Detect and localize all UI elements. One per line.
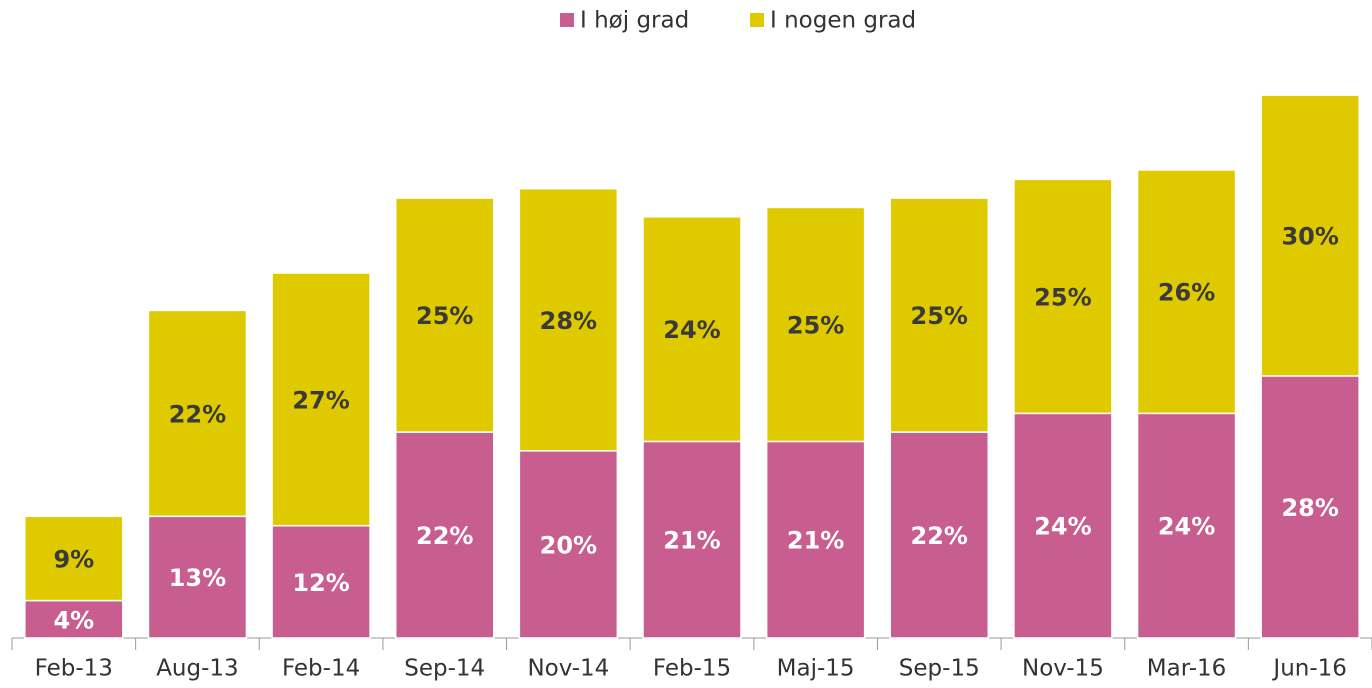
bar-segment xyxy=(1013,412,1113,639)
bar-segment xyxy=(147,309,248,518)
bar-segment xyxy=(1136,412,1237,639)
data-label: 27% xyxy=(292,386,349,414)
data-label: 25% xyxy=(911,302,968,330)
bar-segment xyxy=(1260,94,1360,377)
data-label: 25% xyxy=(416,302,473,330)
data-label: 25% xyxy=(787,311,844,339)
data-label: 25% xyxy=(1034,283,1091,311)
data-label: 20% xyxy=(540,531,597,559)
data-label: 9% xyxy=(53,545,94,573)
x-tick-label: Aug-13 xyxy=(156,656,238,682)
bar-segment xyxy=(889,431,990,639)
bar-segment xyxy=(24,599,124,639)
data-label: 24% xyxy=(1034,513,1091,541)
bar-segment xyxy=(1260,375,1360,639)
bar-segment xyxy=(765,206,866,443)
legend-label: I nogen grad xyxy=(770,8,916,34)
x-tick-label: Mar-16 xyxy=(1147,656,1227,682)
legend-swatch xyxy=(750,13,764,27)
x-tick-label: Sep-14 xyxy=(404,656,485,682)
x-tick-label: Feb-13 xyxy=(35,656,113,682)
data-label: 28% xyxy=(1281,494,1338,522)
bar-segment xyxy=(394,431,495,639)
x-tick-label: Jun-16 xyxy=(1271,656,1347,682)
legend-label: I høj grad xyxy=(580,8,689,34)
data-label: 21% xyxy=(787,527,844,555)
x-tick-label: Feb-14 xyxy=(282,656,360,682)
data-label: 22% xyxy=(416,522,473,550)
x-tick-label: Nov-15 xyxy=(1022,656,1104,682)
bar-segment xyxy=(271,524,371,639)
bar-segment xyxy=(642,440,742,639)
legend-swatch xyxy=(560,13,574,27)
data-label: 4% xyxy=(53,606,94,634)
data-label: 24% xyxy=(1158,513,1215,541)
data-label: 30% xyxy=(1281,223,1338,251)
bar-segment xyxy=(889,197,990,433)
data-label: 28% xyxy=(540,307,597,335)
bar-segment xyxy=(1136,169,1237,415)
data-label: 22% xyxy=(911,522,968,550)
data-label: 13% xyxy=(169,564,226,592)
data-label: 21% xyxy=(663,527,720,555)
bar-segment xyxy=(394,197,495,433)
bar-segment xyxy=(642,216,742,443)
data-label: 12% xyxy=(292,569,349,597)
x-tick-label: Maj-15 xyxy=(777,656,855,682)
bar-segment xyxy=(1013,178,1113,415)
data-label: 24% xyxy=(663,316,720,344)
x-tick-label: Nov-14 xyxy=(527,656,609,682)
bar-segment xyxy=(271,272,371,527)
data-label: 22% xyxy=(169,400,226,428)
x-tick-label: Sep-15 xyxy=(899,656,980,682)
bar-segment xyxy=(765,440,866,639)
bar-segment xyxy=(518,187,619,452)
x-tick-label: Feb-15 xyxy=(653,656,731,682)
data-label: 26% xyxy=(1158,279,1215,307)
bar-segment xyxy=(24,515,124,602)
